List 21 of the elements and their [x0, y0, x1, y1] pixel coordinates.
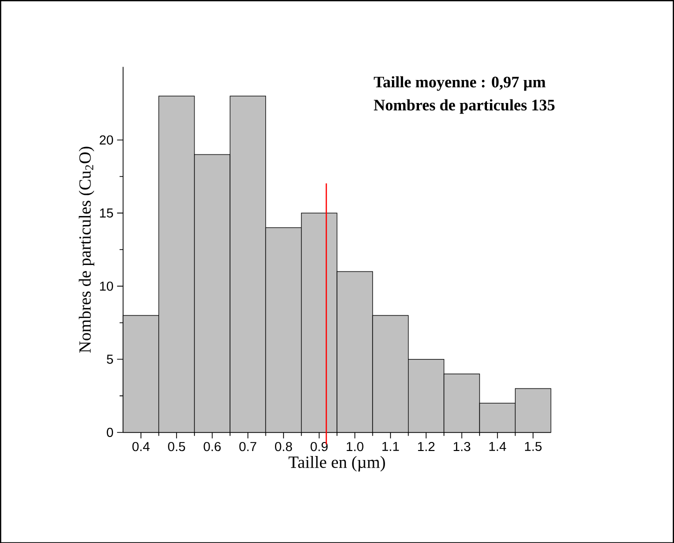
x-tick-label: 0.7 [239, 442, 256, 451]
x-tick-label: 1.3 [454, 442, 470, 451]
y-axis-title: Nombres de particules (Cu$_{2}$O) [78, 146, 94, 353]
x-tick-label: 1.2 [418, 442, 435, 451]
x-tick-label: 0.4 [132, 442, 150, 451]
x-tick-label: 0.8 [275, 442, 292, 451]
x-tick-label: 1.4 [489, 442, 506, 451]
y-tick-label: 15 [100, 208, 114, 218]
x-tick-label: 1.5 [525, 442, 542, 451]
x-tick-label: 0.5 [168, 442, 186, 451]
x-tick-label: 0.6 [204, 442, 221, 451]
annotation: Nombres de particules 135 [374, 98, 555, 114]
annotation: Taille moyenne : 0,97 µm [374, 76, 546, 91]
x-tick-label: 1.0 [346, 442, 364, 451]
y-tick-label: 5 [106, 354, 114, 364]
x-tick-label: 1.1 [382, 442, 399, 451]
x-axis-title: Taille en (µm) [288, 456, 385, 472]
y-tick-label: 10 [100, 281, 114, 291]
y-tick-label: 0 [106, 428, 114, 437]
x-tick-label: 0.9 [310, 442, 328, 451]
y-tick-label: 20 [100, 135, 114, 144]
